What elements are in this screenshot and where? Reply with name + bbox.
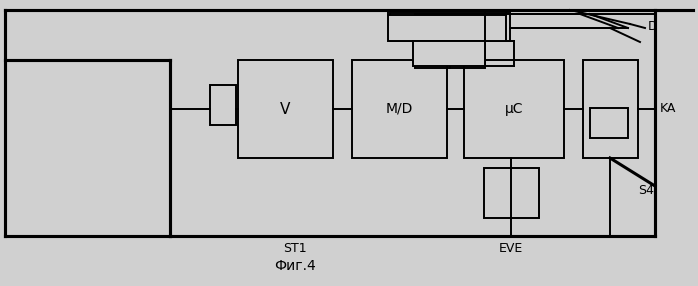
Bar (464, 60, 564, 158)
Text: S4: S4 (638, 184, 654, 198)
Text: V: V (280, 102, 290, 116)
Text: Фиг.4: Фиг.4 (274, 259, 316, 273)
Text: M/D: M/D (385, 102, 413, 116)
Text: EVE: EVE (499, 241, 523, 255)
Text: KA: KA (660, 102, 676, 116)
Bar (413, 41, 485, 66)
Text: ST1: ST1 (283, 241, 307, 255)
Text: D: D (648, 19, 658, 33)
Bar (352, 60, 447, 158)
Bar (390, 13, 510, 41)
Bar (583, 60, 638, 158)
Bar (238, 60, 333, 158)
Text: μC: μC (505, 102, 524, 116)
Bar (210, 85, 236, 125)
Bar (484, 168, 539, 218)
Bar (6, 11, 169, 235)
Bar (590, 108, 628, 138)
Bar (388, 15, 506, 41)
Bar (415, 41, 485, 68)
